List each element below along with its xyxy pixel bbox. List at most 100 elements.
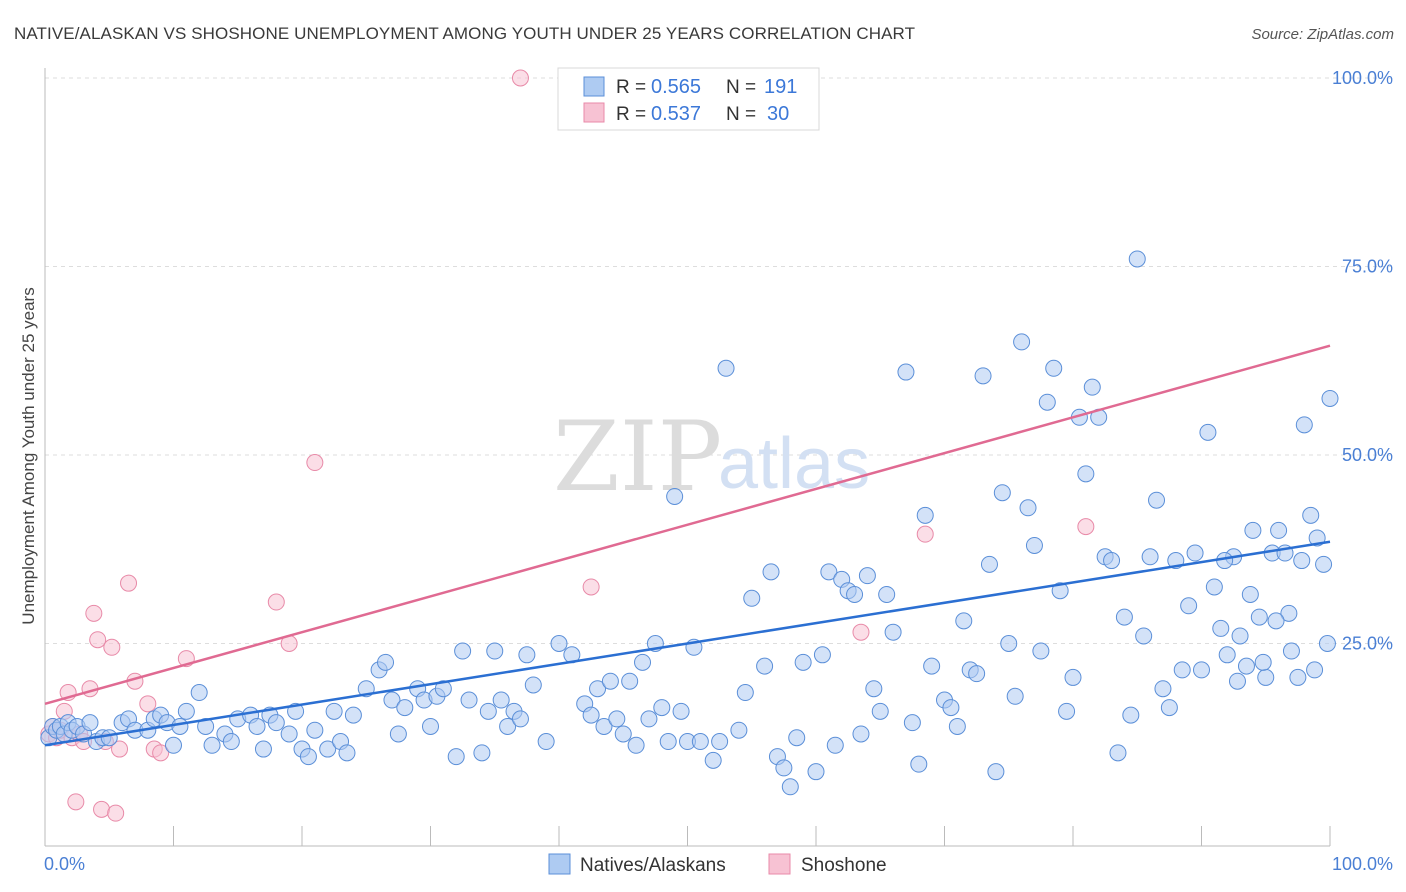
natives-point xyxy=(756,657,774,675)
stats-legend-n-label-blue: N = xyxy=(726,77,756,98)
natives-point xyxy=(1306,661,1324,679)
natives-point xyxy=(1032,642,1050,660)
natives-point xyxy=(711,733,729,751)
natives-point xyxy=(177,702,195,720)
bottom-legend-label-pink: Shoshone xyxy=(801,855,887,876)
natives-point xyxy=(1058,702,1076,720)
natives-point xyxy=(826,736,844,754)
natives-point xyxy=(878,585,896,603)
bottom-legend-swatch-blue xyxy=(548,853,571,875)
natives-point xyxy=(1154,680,1172,698)
natives-point xyxy=(197,717,215,735)
natives-point xyxy=(910,755,928,773)
natives-point xyxy=(820,563,838,581)
natives-point xyxy=(1141,548,1159,566)
natives-point xyxy=(1237,657,1255,675)
natives-points xyxy=(40,250,1339,796)
natives-point xyxy=(1282,642,1300,660)
natives-point xyxy=(955,612,973,630)
natives-point xyxy=(1250,608,1268,626)
natives-point xyxy=(1051,582,1069,600)
natives-point xyxy=(595,717,613,735)
natives-point xyxy=(807,763,825,781)
natives-point xyxy=(460,691,478,709)
stats-legend-r-label-blue: R = xyxy=(616,77,646,98)
natives-point xyxy=(788,729,806,747)
natives-point xyxy=(865,680,883,698)
y-tick-label-25: 25.0% xyxy=(1342,634,1393,654)
natives-point xyxy=(813,646,831,664)
natives-point xyxy=(1025,536,1043,554)
chart-source: Source: ZipAtlas.com xyxy=(1251,26,1394,43)
natives-point xyxy=(165,736,182,754)
shoshone-point xyxy=(306,454,324,472)
natives-point xyxy=(762,563,780,581)
y-tick-label-100: 100.0% xyxy=(1332,68,1393,88)
natives-point xyxy=(1173,661,1191,679)
natives-point xyxy=(1254,653,1272,671)
natives-point xyxy=(396,699,414,717)
natives-point xyxy=(479,702,497,720)
natives-point xyxy=(634,653,652,671)
natives-point xyxy=(486,642,504,660)
natives-point xyxy=(659,733,677,751)
natives-point xyxy=(948,717,966,735)
natives-point xyxy=(306,721,324,739)
natives-point xyxy=(871,702,889,720)
natives-point xyxy=(916,506,934,524)
natives-point xyxy=(846,585,864,603)
natives-point xyxy=(1212,619,1230,637)
natives-point xyxy=(1205,578,1223,596)
stats-legend-r-label-pink: R = xyxy=(616,104,646,125)
natives-point xyxy=(1199,423,1217,441)
natives-point xyxy=(993,484,1011,502)
natives-point xyxy=(1064,668,1082,686)
natives-point xyxy=(884,623,902,641)
natives-point xyxy=(987,763,1005,781)
natives-point xyxy=(852,725,870,743)
natives-point xyxy=(1216,552,1234,570)
natives-point xyxy=(653,699,671,717)
natives-point xyxy=(100,729,118,747)
natives-point xyxy=(614,725,632,743)
natives-point xyxy=(858,567,876,585)
natives-point xyxy=(1160,699,1178,717)
natives-point xyxy=(171,717,189,735)
shoshone-point xyxy=(916,525,934,543)
trend-lines xyxy=(44,344,1331,747)
natives-point xyxy=(640,710,658,728)
stats-legend-n-value-blue: 191 xyxy=(764,76,797,98)
natives-point xyxy=(1077,465,1095,483)
natives-point xyxy=(1038,393,1056,411)
natives-point xyxy=(589,680,607,698)
natives-point xyxy=(1302,506,1320,524)
shoshone-point xyxy=(139,695,157,713)
natives-point xyxy=(582,706,600,724)
natives-point xyxy=(608,710,626,728)
stats-legend-swatch-pink xyxy=(583,102,605,123)
natives-point xyxy=(473,744,491,762)
natives-point xyxy=(1115,608,1133,626)
natives-point xyxy=(383,691,401,709)
natives-point xyxy=(319,740,337,758)
natives-point xyxy=(338,744,356,762)
stats-legend-r-value-pink: 0.537 xyxy=(651,103,701,125)
natives-point xyxy=(1295,416,1313,434)
shoshone-point xyxy=(103,638,121,656)
natives-point xyxy=(775,759,793,777)
natives-point xyxy=(1193,661,1210,679)
natives-point xyxy=(190,684,208,702)
natives-point xyxy=(627,736,645,754)
natives-point xyxy=(1000,635,1018,652)
natives-point xyxy=(325,702,343,720)
y-tick-label-75: 75.0% xyxy=(1342,257,1393,277)
natives-point xyxy=(1318,635,1336,652)
shoshone-point xyxy=(582,578,600,596)
natives-point xyxy=(736,684,754,702)
natives-point xyxy=(511,710,529,728)
natives-point xyxy=(1228,672,1246,690)
natives-point xyxy=(1135,627,1153,645)
natives-point xyxy=(1280,604,1298,622)
natives-point xyxy=(1083,378,1101,396)
natives-point xyxy=(1267,612,1285,630)
